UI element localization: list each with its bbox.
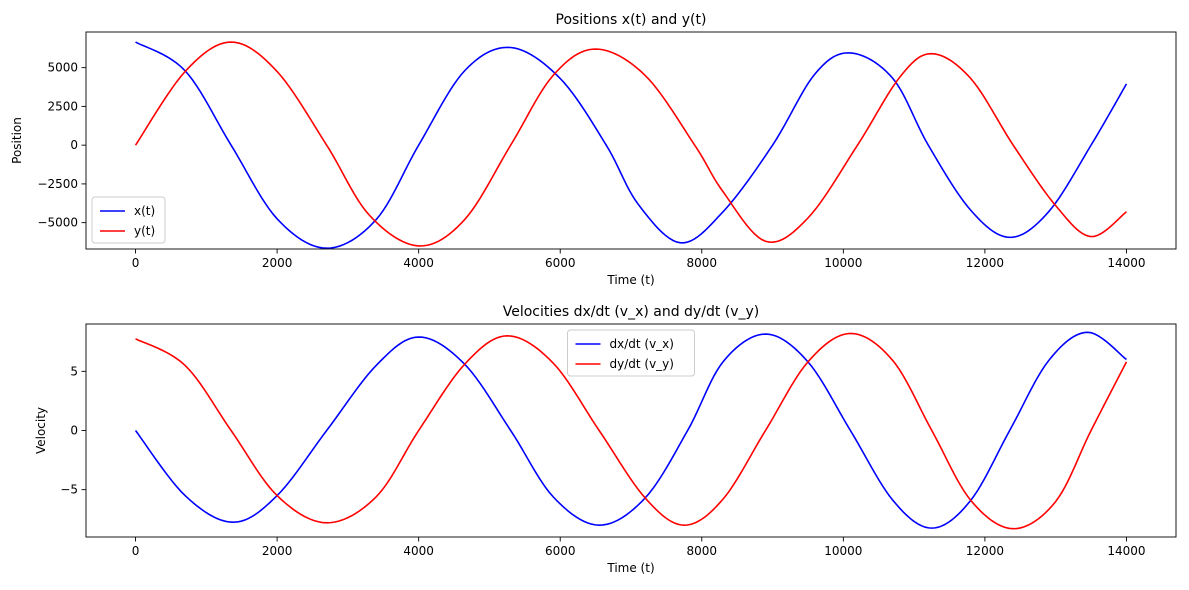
y-axis-label: Velocity <box>34 407 48 454</box>
y-tick-label: 5 <box>70 364 78 378</box>
x-tick-label: 12000 <box>966 256 1004 270</box>
x-tick-label: 0 <box>132 544 140 558</box>
positions-chart: 0 2000 4000 6000 8000 10000 12000 14000 −5000 −25… <box>10 12 1177 287</box>
legend-entry: dx/dt (v_x) <box>610 337 674 351</box>
x-tick-label: 10000 <box>824 256 862 270</box>
x-tick-label: 14000 <box>1107 256 1145 270</box>
x-axis-label: Time (t) <box>606 273 654 287</box>
series-line-y-t- <box>134 41 1127 247</box>
x-tick-label: 8000 <box>687 544 718 558</box>
chart-title: Positions x(t) and y(t) <box>556 12 707 28</box>
legend-entry: dy/dt (v_y) <box>610 357 674 371</box>
x-axis-label: Time (t) <box>606 561 654 575</box>
y-tick-label: −5 <box>60 483 78 497</box>
x-tick-label: 8000 <box>687 256 718 270</box>
x-tick-label: 12000 <box>966 544 1004 558</box>
chart-title: Velocities dx/dt (v_x) and dy/dt (v_y) <box>503 304 760 320</box>
legend-entry: y(t) <box>134 224 155 238</box>
legend-entry: x(t) <box>134 204 155 218</box>
y-axis-label: Position <box>10 117 24 164</box>
x-tick-label: 10000 <box>824 544 862 558</box>
y-tick-label: 2500 <box>47 99 78 113</box>
series-line-x-t- <box>135 41 1128 249</box>
y-tick-label: −2500 <box>37 177 78 191</box>
x-tick-label: 4000 <box>403 544 434 558</box>
series-line-dx-dt-v-x- <box>134 331 1127 529</box>
y-tick-label: 0 <box>70 138 78 152</box>
y-tick-label: −5000 <box>37 216 78 230</box>
x-tick-label: 2000 <box>262 544 293 558</box>
y-tick-label: 5000 <box>47 61 78 75</box>
plot-frame <box>85 31 1177 250</box>
x-tick-label: 14000 <box>1107 544 1145 558</box>
x-tick-label: 2000 <box>262 256 293 270</box>
legend: x(t) y(t) <box>91 196 166 244</box>
x-tick-label: 0 <box>132 256 140 270</box>
y-tick-label: 0 <box>70 424 78 438</box>
legend: dx/dt (v_x) dy/dt (v_y) <box>567 329 695 377</box>
x-tick-label: 6000 <box>545 256 576 270</box>
series-line-dy-dt-v-y- <box>135 332 1128 530</box>
x-tick-label: 6000 <box>545 544 576 558</box>
velocities-chart: 0 2000 4000 6000 8000 10000 12000 14000 −5 0 5 Velo… <box>34 304 1177 575</box>
x-tick-label: 4000 <box>403 256 434 270</box>
